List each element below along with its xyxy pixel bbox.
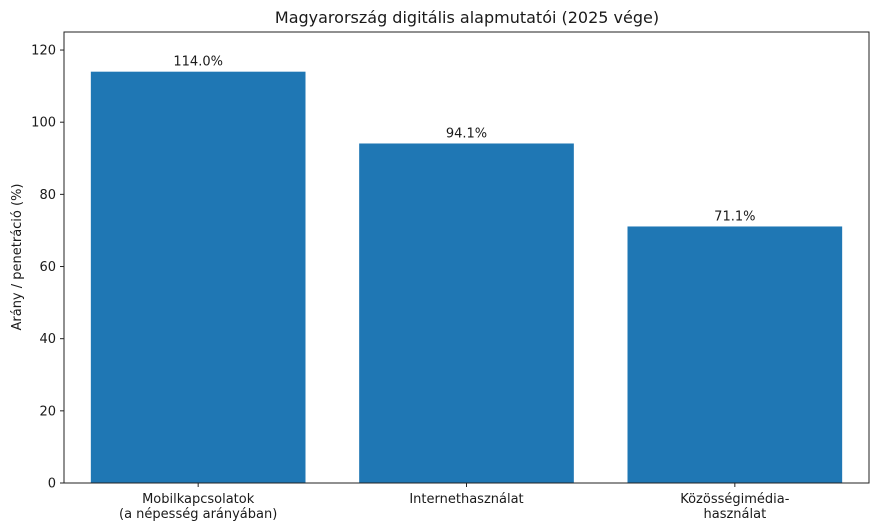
data-label-2: 94.1% (446, 126, 487, 141)
y-tick-label-40: 40 (39, 332, 56, 347)
y-tick-label-60: 60 (39, 260, 56, 275)
x-tick-label-3-line-1: Közösségimédia- (680, 492, 790, 507)
y-axis-label: Arány / penetráció (%) (10, 183, 25, 330)
y-tick-label-80: 80 (39, 188, 56, 203)
x-tick-label-1-line-2: (a népesség arányában) (119, 507, 277, 522)
chart-title: Magyarország digitális alapmutatói (2025… (275, 8, 659, 27)
y-tick-label-0: 0 (48, 477, 56, 492)
y-tick-label-100: 100 (31, 116, 56, 131)
plot-area: 114.0% Mobilkapcsolatok(a népesség arányá… (31, 31, 870, 522)
bar-1 (90, 71, 306, 484)
x-tick-label-2: Internethasználat (409, 492, 523, 507)
data-label-1: 114.0% (173, 55, 223, 70)
x-tick-label-3-line-2: használat (703, 507, 766, 522)
y-tick-label-120: 120 (31, 44, 56, 59)
bar-3 (627, 226, 843, 484)
bar-2 (359, 143, 574, 484)
x-tick-label-1-line-1: Mobilkapcsolatok (142, 492, 255, 507)
plot-frame (63, 31, 870, 484)
data-label-3: 71.1% (714, 209, 755, 224)
y-tick-label-20: 20 (39, 404, 56, 419)
